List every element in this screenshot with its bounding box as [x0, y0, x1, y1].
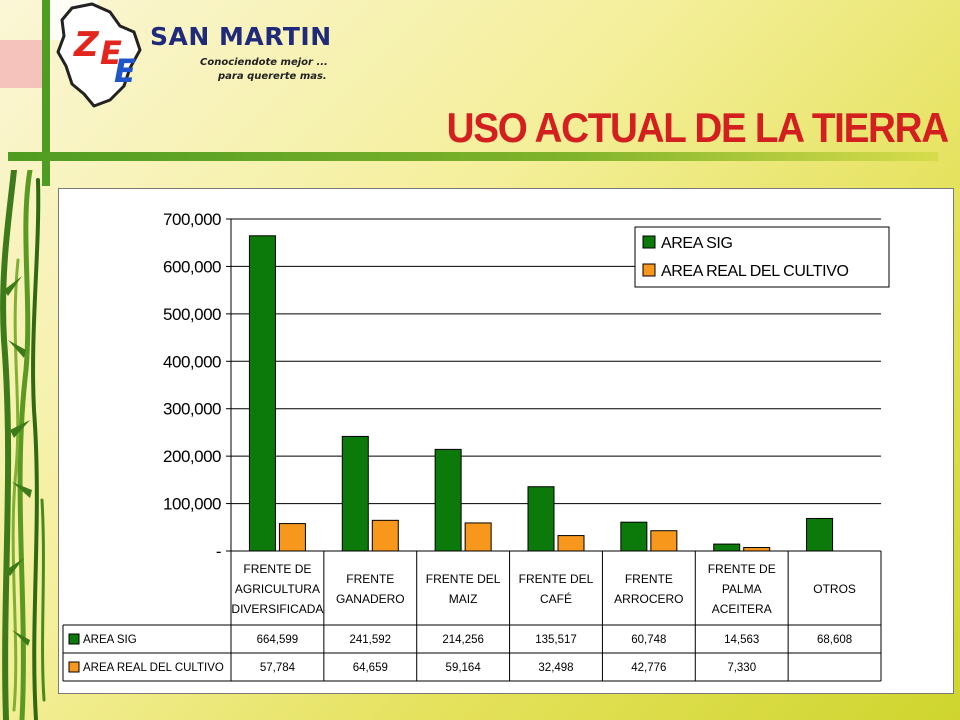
legend-box [634, 226, 890, 288]
legend-swatch [642, 235, 656, 249]
svg-text:Z: Z [73, 25, 100, 65]
table-value: 57,784 [260, 662, 296, 674]
table-value: 64,659 [353, 662, 388, 674]
table-value: 42,776 [631, 662, 666, 674]
table-value: 59,164 [446, 662, 482, 674]
table-value: 60,748 [631, 634, 666, 646]
bar-area-real [650, 530, 678, 552]
logo-tagline-line1: Conociendote mejor ... [200, 57, 328, 68]
bar-area-sig [434, 448, 462, 552]
category-label: GANADERO [336, 592, 405, 606]
category-label: FRENTE [625, 572, 673, 586]
y-tick-label: - [216, 542, 221, 561]
bar-area-sig [806, 517, 834, 552]
svg-text:E: E [100, 34, 122, 72]
table-value: 241,592 [349, 634, 391, 646]
bar-area-real [278, 523, 306, 552]
category-label: MAIZ [449, 592, 478, 606]
table-series-label: AREA SIG [83, 634, 137, 646]
y-tick-label: 300,000 [163, 400, 221, 419]
logo-tagline-line2: para quererte mas. [218, 71, 327, 82]
decorative-bar-vertical [42, 0, 50, 186]
bar-chart: - 100,000 200,000 300,000 400,000 500,000 600,… [62, 210, 890, 682]
category-label: FRENTE [346, 572, 394, 586]
bar-area-sig [527, 486, 555, 552]
table-value: 7,330 [727, 662, 756, 674]
category-label: ACEITERA [712, 602, 772, 616]
svg-text:E: E [114, 52, 136, 90]
legend-swatch [642, 263, 656, 277]
bar-area-real [371, 519, 399, 552]
category-label: OTROS [813, 582, 856, 596]
bar-area-sig [620, 521, 648, 552]
logo-name: SAN MARTIN [150, 22, 332, 51]
table-series-label: AREA REAL DEL CULTIVO [83, 662, 224, 674]
table-value: 214,256 [442, 634, 484, 646]
y-tick-label: 100,000 [163, 495, 221, 514]
decorative-square-pink [0, 40, 42, 88]
y-tick-label: 600,000 [163, 257, 221, 276]
category-label: AGRICULTURA [235, 582, 320, 596]
legend-label: AREA REAL DEL CULTIVO [661, 263, 849, 280]
table-value: 14,563 [724, 634, 759, 646]
y-tick-label: 700,000 [163, 210, 221, 229]
bar-area-sig [713, 543, 741, 552]
bar-area-real [557, 535, 585, 552]
bar-area-real [464, 522, 492, 552]
category-label: FRENTE DE [243, 562, 311, 576]
zee-san-martin-logo: Z E E SAN MARTIN Conociendote mejor ... … [54, 0, 344, 112]
y-tick-label: 500,000 [163, 305, 221, 324]
category-label: ARROCERO [614, 592, 683, 606]
san-martin-map-icon [56, 2, 142, 108]
category-label: CAFÉ [540, 591, 572, 606]
table-value: 32,498 [538, 662, 573, 674]
table-legend-swatch [68, 633, 80, 645]
chart-frame: - 100,000 200,000 300,000 400,000 500,000 600,… [58, 188, 954, 694]
y-tick-label: 400,000 [163, 352, 221, 371]
category-label: FRENTE DEL [426, 572, 501, 586]
decorative-bar-horizontal [8, 152, 938, 161]
legend-label: AREA SIG [661, 235, 733, 252]
bar-area-sig [248, 235, 276, 552]
table-value: 135,517 [535, 634, 577, 646]
table-value: 68,608 [817, 634, 852, 646]
category-label: FRENTE DE [708, 562, 776, 576]
bar-area-real [743, 547, 771, 552]
zee-letters-icon: Z E E [73, 25, 136, 90]
y-tick-label: 200,000 [163, 447, 221, 466]
grass-decoration [0, 170, 46, 720]
slide-title: USO ACTUAL DE LA TIERRA [446, 104, 950, 151]
bar-area-sig [341, 435, 369, 552]
category-label: PALMA [722, 582, 762, 596]
table-value: 664,599 [257, 634, 299, 646]
category-label: FRENTE DEL [519, 572, 594, 586]
table-legend-swatch [68, 661, 80, 673]
category-label: DIVERSIFICADA [231, 602, 323, 616]
